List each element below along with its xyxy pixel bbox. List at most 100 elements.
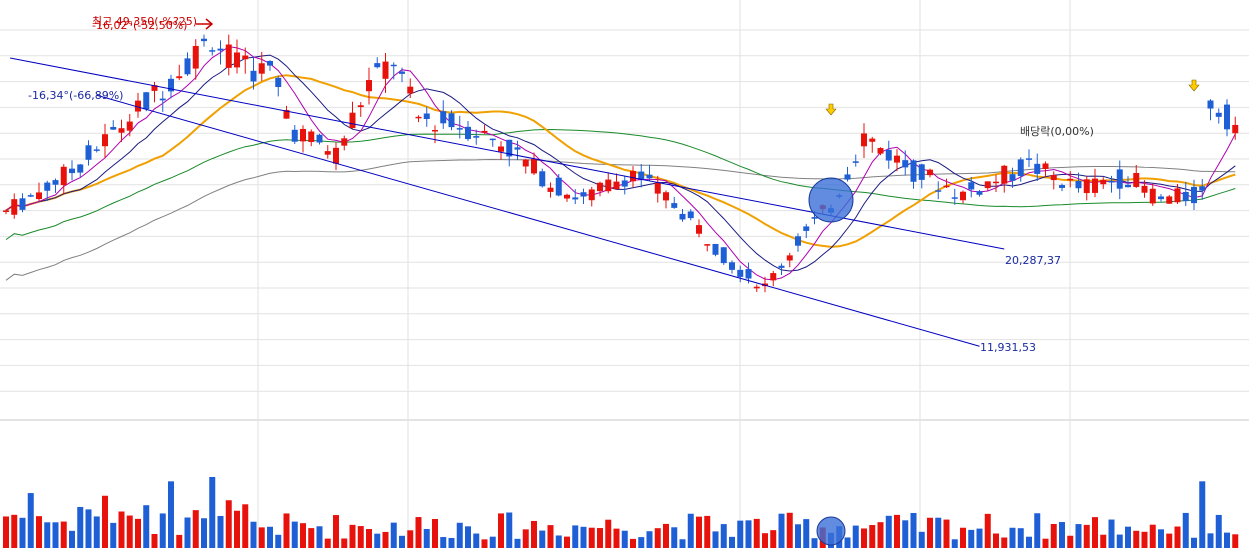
candle-body: [960, 191, 966, 201]
event-markers: [808, 79, 1200, 546]
candle-body: [1224, 104, 1230, 130]
candle-body: [687, 211, 694, 219]
candle-body: [1059, 185, 1065, 188]
candle-body: [935, 190, 942, 192]
candle-body: [539, 171, 546, 187]
volume-bar: [242, 504, 249, 548]
volume-bar: [902, 520, 909, 548]
candle-body: [968, 182, 975, 190]
volume-bar: [1191, 537, 1197, 548]
volume-bar: [1034, 513, 1041, 548]
volume-bar: [795, 524, 801, 548]
candle-body: [811, 217, 818, 219]
volume-bar: [885, 515, 892, 548]
candle-body: [531, 159, 537, 174]
candle-body: [918, 164, 925, 180]
candle-body: [1191, 186, 1197, 204]
candle-body: [300, 128, 306, 142]
volume-bar: [951, 539, 958, 548]
candle-body: [448, 113, 455, 128]
volume-bar: [1083, 524, 1090, 548]
volume-bar: [737, 520, 744, 548]
volume-bar: [1059, 522, 1065, 548]
volume-bar: [729, 536, 735, 548]
volume-bar: [267, 526, 273, 548]
volume-bar: [217, 515, 224, 548]
candle-body: [36, 192, 42, 200]
candle-body: [1166, 196, 1173, 204]
ma60-line: [5, 128, 1236, 241]
candle-body: [27, 195, 34, 197]
candle-body: [151, 85, 158, 91]
candle-body: [192, 45, 199, 69]
candle-body: [234, 52, 240, 68]
candle-body: [69, 168, 75, 174]
candle-body: [465, 126, 471, 140]
volume-bar: [745, 520, 752, 548]
volume-bar: [811, 538, 818, 548]
volume-bar: [52, 522, 59, 548]
candle-body: [275, 77, 282, 88]
volume-bar: [93, 516, 100, 548]
candle-body: [737, 269, 744, 277]
candle-body: [704, 244, 711, 246]
candle-body: [613, 181, 620, 190]
candle-body: [1116, 169, 1123, 189]
volume-bar: [968, 529, 975, 548]
candle-body: [572, 197, 579, 200]
candle-body: [126, 121, 133, 131]
volume-bar: [291, 521, 298, 548]
candle-body: [432, 130, 438, 132]
candle-body: [473, 136, 480, 138]
candle-body: [399, 71, 405, 74]
volume-bar: [869, 525, 876, 548]
candle-body: [102, 134, 108, 147]
volume-bar: [1108, 519, 1115, 548]
down-arrow-icon: [1188, 79, 1200, 92]
volume-bar: [1207, 533, 1214, 548]
volume-bar: [357, 526, 364, 548]
volume-bar: [1075, 524, 1082, 548]
candle-body: [885, 149, 892, 161]
volume-bar: [935, 517, 942, 548]
volume-bar: [126, 515, 133, 548]
volume-bar: [778, 513, 785, 548]
candle-body: [52, 180, 59, 185]
volume-bar: [1100, 534, 1107, 548]
candle-body: [588, 189, 595, 201]
volume-bar: [225, 500, 232, 548]
candle-body: [267, 60, 273, 66]
dividend-label: 배당락(0,00%): [1020, 125, 1094, 138]
volume-bar: [432, 519, 438, 548]
volume-bar: [712, 531, 719, 548]
volume-bar: [60, 521, 67, 548]
candle-body: [514, 147, 521, 150]
candle-body: [894, 155, 900, 163]
volume-bar: [1017, 528, 1024, 548]
volume-bar: [1158, 529, 1164, 548]
volume-bar: [498, 513, 504, 548]
candle-body: [679, 213, 686, 220]
volume-bar: [275, 534, 282, 548]
volume-bar: [852, 525, 859, 548]
volume-bar: [308, 528, 315, 548]
volume-bar: [481, 539, 488, 548]
candle-body: [225, 44, 232, 68]
volume-bar: [333, 515, 339, 548]
volume-bar: [27, 493, 34, 548]
candle-body: [308, 131, 315, 143]
volume-bar: [102, 495, 108, 548]
candle-body: [1001, 165, 1008, 184]
candle-body: [209, 50, 216, 52]
volume-bar: [696, 516, 702, 548]
candle-body: [869, 138, 876, 142]
volume-bar: [366, 529, 372, 548]
candle-body: [1133, 173, 1140, 187]
candle-body: [605, 179, 612, 192]
candle-body: [984, 181, 991, 189]
candle-body: [1034, 163, 1041, 174]
volume-bar: [1116, 534, 1123, 548]
candle-body: [60, 166, 67, 186]
